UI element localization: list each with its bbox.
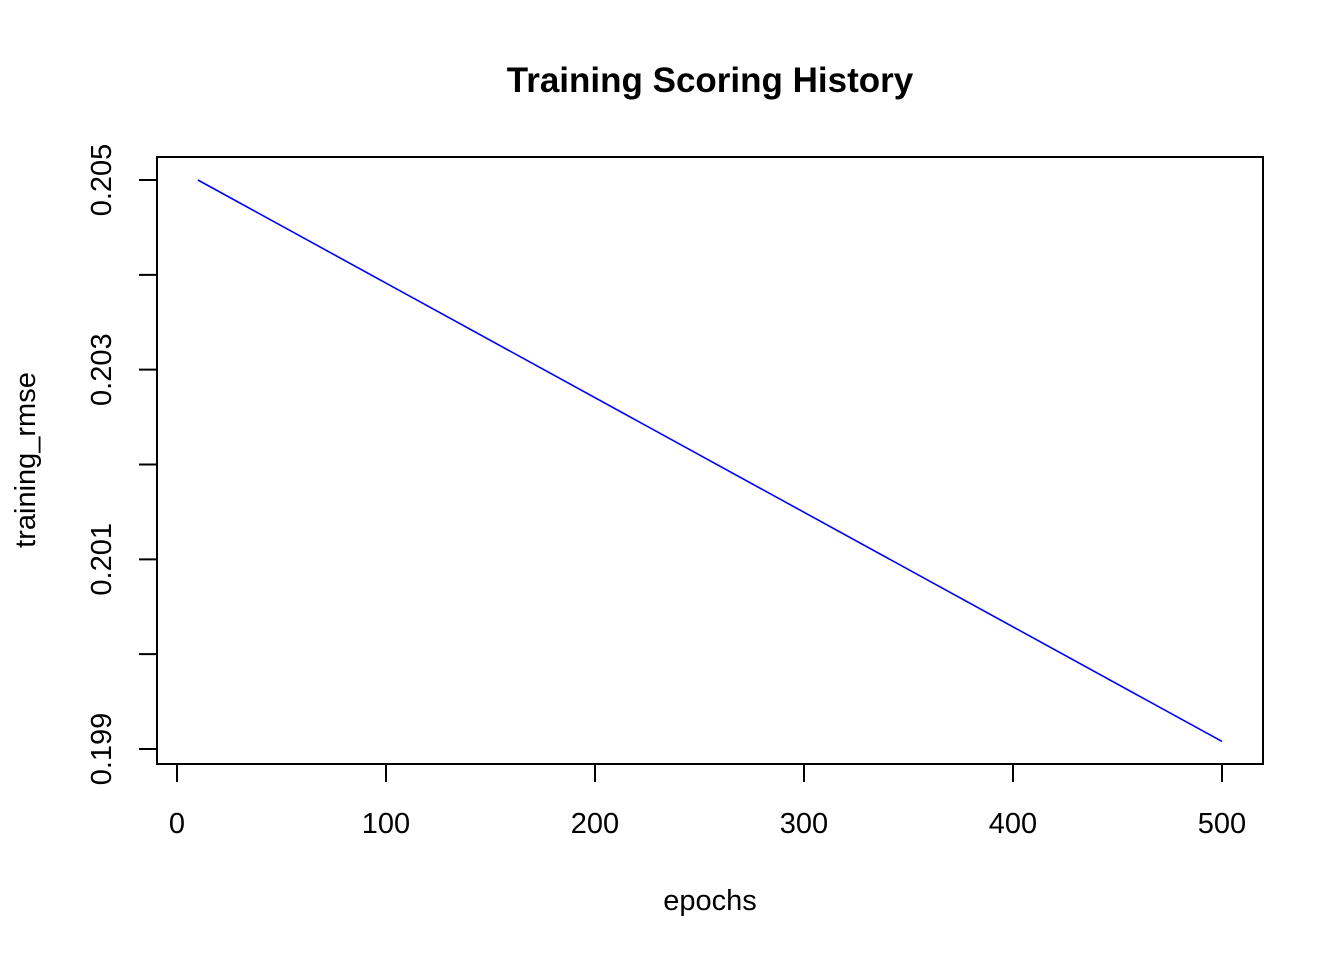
x-tick-label: 100 bbox=[362, 808, 410, 840]
chart-title: Training Scoring History bbox=[507, 61, 914, 100]
x-tick-label: 300 bbox=[780, 808, 828, 840]
y-tick-label: 0.201 bbox=[86, 523, 118, 596]
x-tick-label: 200 bbox=[571, 808, 619, 840]
x-tick-label: 400 bbox=[989, 808, 1037, 840]
x-tick-label: 0 bbox=[169, 808, 185, 840]
x-tick-label: 500 bbox=[1198, 808, 1246, 840]
y-tick-label: 0.203 bbox=[86, 333, 118, 406]
y-axis-label: training_rmse bbox=[10, 372, 42, 548]
y-axis: 0.199 0.201 0.203 0.205 bbox=[86, 144, 158, 786]
series-layer bbox=[197, 179, 1223, 743]
y-tick-label: 0.199 bbox=[86, 713, 118, 786]
y-tick-label: 0.205 bbox=[86, 144, 118, 217]
x-axis-label: epochs bbox=[663, 885, 757, 917]
series-line bbox=[197, 179, 1223, 743]
x-axis: 0 100 200 300 400 500 bbox=[169, 763, 1246, 840]
